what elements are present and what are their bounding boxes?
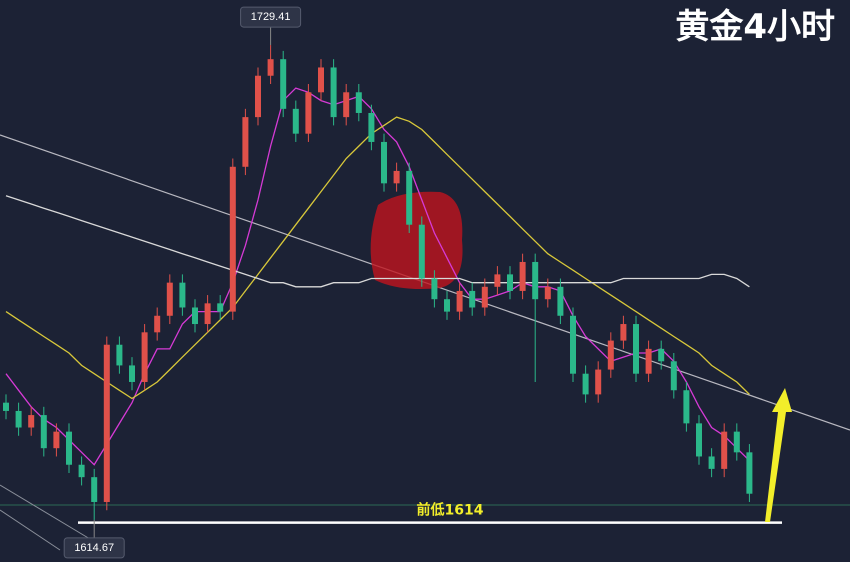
- candle-body: [620, 324, 627, 341]
- candle-body: [3, 402, 9, 411]
- price-tag-box: [63, 537, 125, 559]
- moving-average-line: [5, 87, 750, 466]
- support-label: 前低1614: [417, 502, 484, 519]
- candle-body: [192, 307, 198, 325]
- candle-body: [91, 477, 98, 502]
- candle-body: [166, 282, 173, 316]
- candle-body: [544, 286, 551, 300]
- candle-body: [683, 390, 690, 424]
- candle-body: [129, 365, 135, 382]
- candle-body: [78, 464, 85, 478]
- candle-body: [607, 340, 614, 370]
- candle-body: [431, 278, 438, 300]
- up-arrow: [765, 388, 792, 522]
- candle-body: [267, 59, 274, 76]
- candle-body: [519, 261, 526, 291]
- candle-body: [582, 373, 589, 395]
- candle-body: [53, 431, 60, 449]
- candle-body: [557, 286, 564, 316]
- candle-body: [494, 274, 501, 287]
- candle-body: [217, 303, 224, 312]
- candle-body: [154, 315, 161, 333]
- candle-body: [393, 170, 400, 184]
- candle-body: [292, 108, 299, 134]
- candle-body: [343, 92, 350, 118]
- candle-body: [456, 290, 463, 312]
- candle-body: [658, 348, 665, 362]
- candle-body: [532, 261, 539, 300]
- price-tag-box: [240, 6, 302, 28]
- candle-body: [418, 224, 425, 279]
- candle-body: [670, 361, 677, 391]
- chart-title: 黄金4小时: [675, 7, 835, 47]
- candle-body: [507, 274, 513, 291]
- candle-body: [406, 170, 413, 225]
- candle-body: [204, 303, 211, 325]
- candle-body: [179, 282, 186, 308]
- candle-body: [330, 67, 337, 118]
- watermark-stamp: [370, 191, 463, 289]
- candle-body: [40, 415, 47, 449]
- trend-line: [0, 484, 101, 546]
- candle-body: [708, 456, 715, 469]
- price-tag-label: 1729.41: [251, 11, 291, 23]
- candle-body: [280, 59, 287, 109]
- candle-body: [570, 315, 576, 374]
- candle-body: [721, 431, 728, 469]
- candle-body: [368, 112, 375, 142]
- candle-body: [15, 410, 22, 428]
- candle-body: [746, 452, 753, 494]
- candle-body: [229, 166, 236, 312]
- candle-body: [444, 299, 450, 312]
- candle-body: [66, 431, 72, 465]
- candle-body: [242, 117, 249, 167]
- plot-area: 前低1614 1729.41 1614.67: [3, 6, 782, 559]
- moving-average-line: [5, 195, 750, 288]
- candle-body: [28, 415, 35, 428]
- candle-body: [595, 369, 602, 395]
- moving-average-line: [5, 116, 750, 400]
- trend-line: [0, 509, 61, 551]
- candle-body: [381, 141, 387, 184]
- candle-body: [305, 92, 312, 134]
- candle-body: [141, 332, 148, 382]
- candle-body: [645, 348, 652, 374]
- price-tag-label: 1614.67: [74, 542, 114, 554]
- candle-body: [481, 286, 488, 308]
- candle-body: [103, 344, 110, 502]
- candle-body: [116, 344, 123, 366]
- candle-body: [255, 75, 261, 118]
- candle-body: [696, 423, 702, 457]
- candle-body: [633, 324, 639, 374]
- candle-body: [318, 67, 324, 93]
- candle-body: [469, 290, 476, 308]
- candle-body: [355, 92, 362, 113]
- candle-body: [733, 431, 740, 453]
